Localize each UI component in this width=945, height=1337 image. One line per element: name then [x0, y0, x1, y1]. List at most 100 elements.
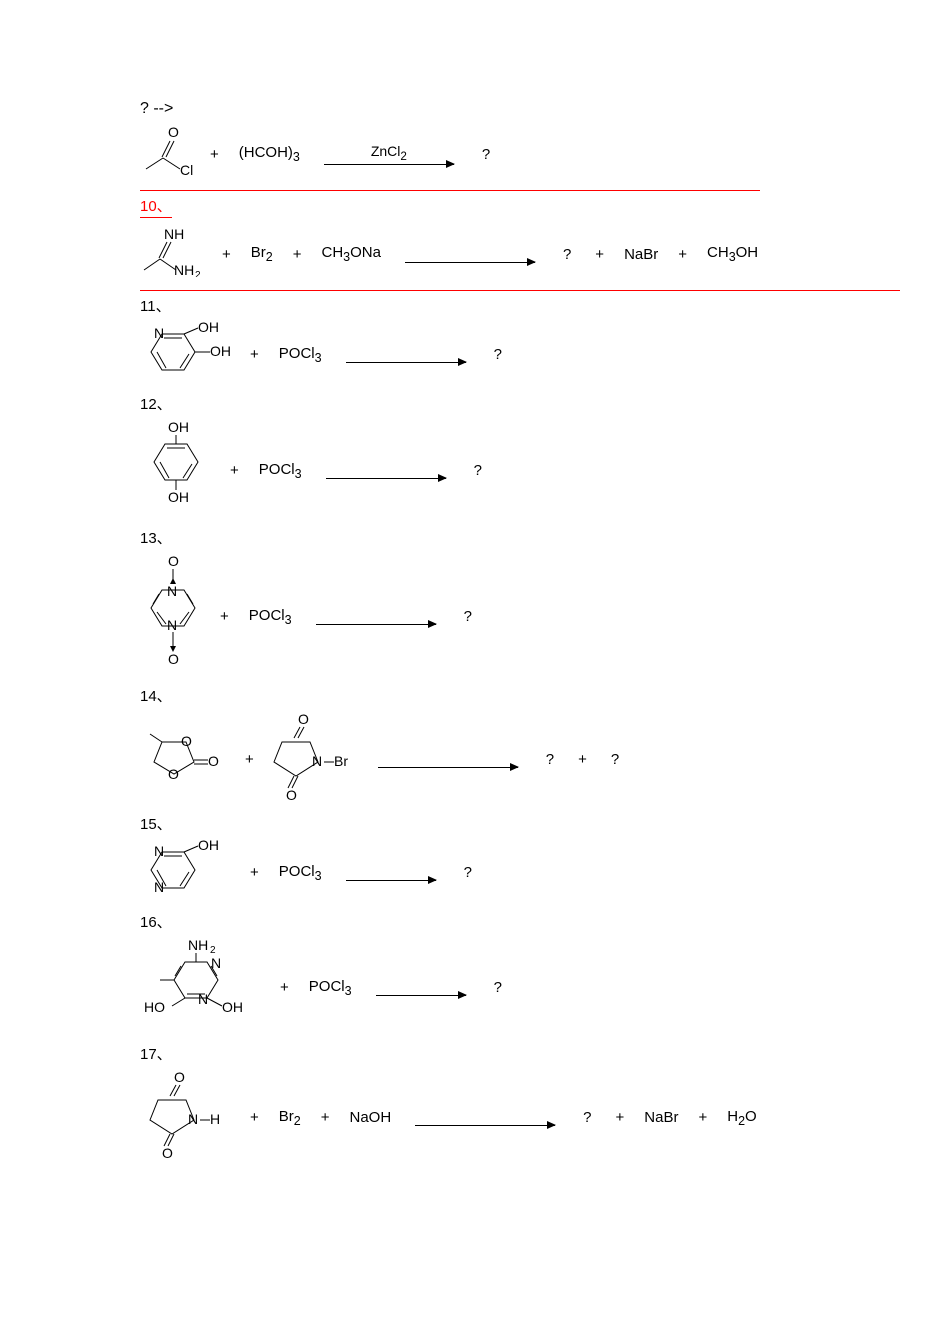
structure-aminodihydroxypyrimidine: NH2 N N OH HO: [140, 938, 270, 1037]
plus-sign: +: [230, 462, 239, 479]
svg-text:NH: NH: [188, 938, 208, 953]
svg-text:N: N: [312, 753, 322, 769]
formula-naoh: NaOH: [349, 1109, 391, 1126]
structure-2-hydroxypyrazine: N N OH: [140, 840, 240, 905]
page: ? --> O Cl + (HCOH)3 ZnCl2 ? 10、: [0, 0, 945, 1231]
reaction-row: O Cl + (HCOH)3 ZnCl2 ?: [140, 124, 825, 184]
reaction-number: 14、: [140, 685, 825, 706]
plus-sign: +: [578, 751, 587, 768]
reaction-row: N OH OH + POCl3 ?: [140, 322, 825, 387]
svg-text:N: N: [188, 1111, 198, 1127]
question-mark: ?: [464, 864, 472, 881]
svg-text:O: O: [174, 1070, 185, 1085]
svg-text:O: O: [168, 651, 179, 667]
svg-text:O: O: [168, 766, 179, 782]
svg-text:O: O: [208, 753, 219, 769]
structure-nbs: O N Br O: [264, 712, 364, 807]
red-underline: [140, 290, 900, 291]
reaction-number: 11、: [140, 295, 825, 316]
formula-nabr: NaBr: [624, 246, 658, 263]
svg-text:Cl: Cl: [180, 162, 193, 177]
structure-hydroquinone: OH OH: [140, 420, 220, 521]
structure-acetyl-chloride: O Cl: [140, 127, 200, 182]
reaction-number: 10、: [140, 195, 825, 218]
plus-sign: +: [250, 1109, 259, 1126]
plus-sign: +: [222, 246, 231, 263]
reaction-row: NH NH2 + Br2 + CH3ONa ? + NaBr + CH3OH: [140, 224, 825, 284]
reaction-arrow: [346, 346, 466, 363]
question-mark: ?: [546, 751, 554, 768]
svg-text:H: H: [210, 1111, 220, 1127]
reaction-number: 12、: [140, 393, 825, 414]
svg-text:N: N: [167, 617, 177, 633]
svg-text:N: N: [154, 843, 164, 859]
plus-sign: +: [616, 1109, 625, 1126]
reaction-number: 13、: [140, 527, 825, 548]
formula-pocl3: POCl3: [259, 461, 302, 481]
reaction-row: O O O + O N Br O: [140, 712, 825, 807]
svg-text:OH: OH: [198, 322, 219, 335]
reaction-row: N N OH + POCl3 ?: [140, 840, 825, 905]
question-mark: ?: [494, 979, 502, 996]
formula-nabr: NaBr: [644, 1109, 678, 1126]
question-mark: ?: [464, 608, 472, 625]
svg-text:OH: OH: [210, 343, 231, 359]
svg-text:NH: NH: [164, 227, 184, 242]
svg-text:OH: OH: [222, 999, 243, 1015]
reaction-arrow: [346, 864, 436, 881]
plus-sign: +: [210, 146, 219, 163]
svg-text:2: 2: [195, 270, 201, 277]
formula-pocl3: POCl3: [279, 345, 322, 365]
reaction-number: 17、: [140, 1043, 825, 1064]
plus-sign: +: [220, 608, 229, 625]
reaction-row: O N H O + Br2 + NaOH ? + NaBr +: [140, 1070, 825, 1165]
reaction-arrow: ZnCl2: [324, 143, 454, 166]
reaction-arrow: [376, 979, 466, 996]
plus-sign: +: [678, 246, 687, 263]
svg-text:OH: OH: [198, 840, 219, 853]
reaction-arrow: [415, 1109, 555, 1126]
reaction-arrow: [378, 751, 518, 768]
svg-text:O: O: [168, 127, 179, 140]
formula-pocl3: POCl3: [249, 607, 292, 627]
reaction-arrow: [326, 462, 446, 479]
svg-text:O: O: [298, 712, 309, 727]
arrow-label: ZnCl2: [371, 143, 407, 163]
reaction-row: OH OH + POCl3 ?: [140, 420, 825, 521]
svg-text:HO: HO: [144, 999, 165, 1015]
svg-text:O: O: [181, 733, 192, 749]
formula-br2: Br2: [279, 1108, 301, 1128]
plus-sign: +: [250, 346, 259, 363]
question-mark: ?: [611, 751, 619, 768]
formula-hcoh3: (HCOH)3: [239, 144, 300, 164]
reaction-arrow: [405, 246, 535, 263]
svg-text:Br: Br: [334, 753, 348, 769]
plus-sign: +: [280, 979, 289, 996]
structure-acetamidine: NH NH2: [140, 227, 212, 282]
plus-sign: +: [250, 864, 259, 881]
formula-pocl3: POCl3: [309, 978, 352, 998]
structure-pyrazine-dioxide: O N N O: [140, 554, 210, 679]
svg-text:N: N: [198, 991, 208, 1007]
plus-sign: +: [245, 751, 254, 768]
question-mark: ?: [474, 462, 482, 479]
question-mark: ?: [494, 346, 502, 363]
structure-succinimide: O N H O: [140, 1070, 240, 1165]
reaction-number: 15、: [140, 813, 825, 834]
plus-sign: +: [595, 246, 604, 263]
formula-ch3oh: CH3OH: [707, 244, 758, 264]
question-mark: ?: [482, 146, 490, 163]
svg-text:O: O: [162, 1145, 173, 1160]
reaction-arrow: [316, 608, 436, 625]
reaction-row: O N N O + POCl3 ?: [140, 554, 825, 679]
svg-text:NH: NH: [174, 262, 194, 277]
formula-ch3ona: CH3ONa: [321, 244, 380, 264]
plus-sign: +: [698, 1109, 707, 1126]
svg-text:OH: OH: [168, 420, 189, 435]
svg-text:N: N: [211, 955, 221, 971]
formula-br2: Br2: [251, 244, 273, 264]
svg-text:N: N: [154, 879, 164, 895]
red-underline: [140, 190, 760, 191]
svg-text:O: O: [286, 787, 297, 802]
formula-pocl3: POCl3: [279, 863, 322, 883]
